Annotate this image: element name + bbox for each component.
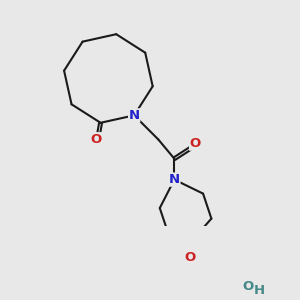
Text: N: N <box>129 109 140 122</box>
Text: O: O <box>90 133 102 146</box>
Text: O: O <box>184 251 196 264</box>
Text: N: N <box>169 173 180 186</box>
Text: O: O <box>190 137 201 150</box>
Text: H: H <box>254 284 265 297</box>
Text: O: O <box>242 280 253 293</box>
